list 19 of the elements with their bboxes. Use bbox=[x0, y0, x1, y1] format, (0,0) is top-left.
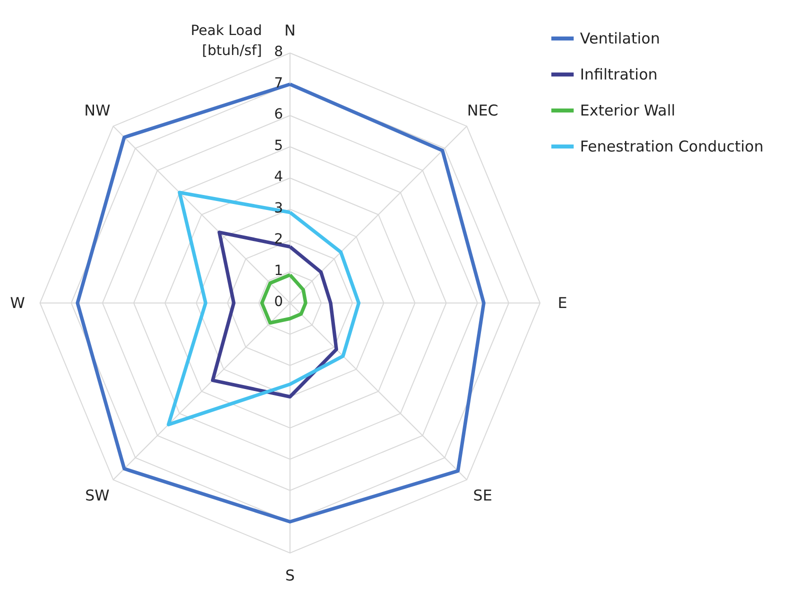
spoke-label: N bbox=[284, 22, 296, 40]
spoke-label: NEC bbox=[467, 101, 498, 120]
y-tick-label: 0 bbox=[274, 294, 283, 310]
y-tick-label: 6 bbox=[274, 106, 284, 122]
spoke-label: SW bbox=[85, 486, 110, 505]
legend-label: Ventilation bbox=[580, 30, 660, 48]
y-tick-label: 4 bbox=[274, 169, 284, 185]
spoke-label: W bbox=[10, 294, 26, 312]
text: Peak Load [btuh/sf] bbox=[190, 23, 262, 59]
spoke-label: S bbox=[285, 566, 295, 584]
spoke-label: SE bbox=[473, 486, 492, 505]
y-tick-label: 8 bbox=[274, 44, 283, 60]
legend-label: Infiltration bbox=[580, 66, 658, 84]
spoke-label: NW bbox=[84, 101, 111, 120]
legend-label: Fenestration Conduction bbox=[580, 138, 764, 156]
spoke-label: E bbox=[558, 294, 568, 312]
y-tick-label: 5 bbox=[274, 138, 283, 154]
y-tick-label: 1 bbox=[274, 262, 283, 279]
legend-label: Exterior Wall bbox=[580, 102, 676, 120]
